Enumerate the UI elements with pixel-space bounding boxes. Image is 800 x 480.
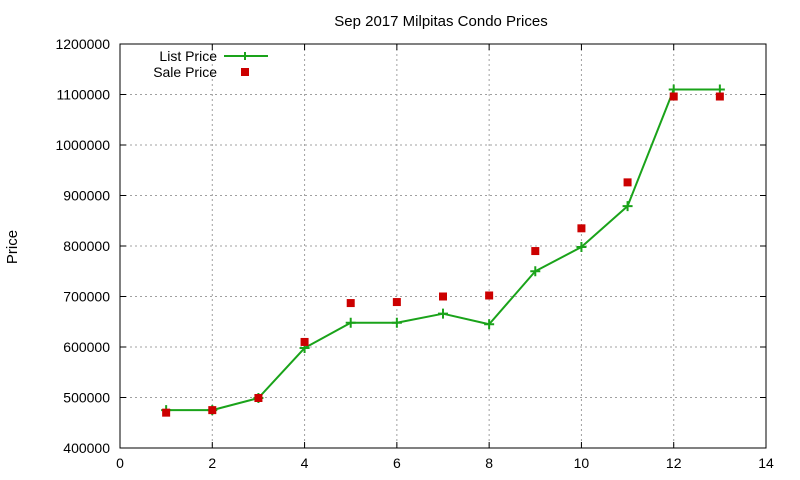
- x-tick-label: 10: [574, 455, 590, 471]
- y-tick-label: 1200000: [55, 36, 110, 52]
- sale-price-point: [715, 92, 724, 101]
- x-tick-label: 6: [393, 455, 401, 471]
- sale-price-point: [346, 299, 355, 308]
- list-price-point: [576, 242, 587, 253]
- y-axis-label: Price: [4, 230, 21, 264]
- x-tick-label: 12: [666, 455, 682, 471]
- y-tick-label: 500000: [63, 390, 110, 406]
- list-price-line: [166, 88, 720, 412]
- legend-marker-list-price: [241, 52, 249, 60]
- list-price-point: [484, 319, 495, 330]
- legend-marker-sale-price: [241, 68, 249, 76]
- sale-price-point: [254, 394, 263, 403]
- sale-price-point: [485, 291, 494, 300]
- y-tick-label: 1000000: [55, 137, 110, 153]
- x-tick-label: 0: [116, 455, 124, 471]
- y-tick-label: 700000: [63, 289, 110, 305]
- list-price-point: [345, 317, 356, 328]
- list-price-point: [530, 266, 541, 277]
- x-tick-label: 8: [485, 455, 493, 471]
- axis-ticks: 400000 500000 600000 700000 800000 900000 1000…: [55, 36, 774, 471]
- list-price-point: [622, 201, 633, 212]
- list-price-point: [391, 317, 402, 328]
- sale-price-point: [300, 337, 309, 346]
- sale-price-point: [577, 224, 586, 233]
- grid-lines: [120, 44, 766, 448]
- list-price-point: [438, 308, 448, 319]
- y-tick-label: 400000: [63, 440, 110, 456]
- sale-price-point: [669, 92, 678, 101]
- y-tick-label: 900000: [63, 188, 110, 204]
- chart-title: Sep 2017 Milpitas Condo Prices: [334, 13, 547, 30]
- sale-price-point: [623, 178, 632, 187]
- plot-frame: [119, 43, 767, 449]
- sale-price-point: [531, 247, 540, 256]
- sale-price-point: [439, 292, 447, 301]
- sale-price-point: [392, 298, 401, 307]
- y-tick-label: 600000: [63, 339, 110, 355]
- y-tick-label: 800000: [63, 238, 110, 254]
- x-tick-label: 2: [208, 455, 216, 471]
- legend-label-list-price: List Price: [159, 48, 217, 64]
- y-tick-label: 1100000: [57, 87, 111, 103]
- sale-price-point: [162, 408, 171, 417]
- x-tick-label: 14: [758, 455, 774, 471]
- legend: List Price Sale Price: [153, 48, 268, 80]
- legend-label-sale-price: Sale Price: [153, 64, 217, 80]
- series-layer: [161, 84, 725, 417]
- x-tick-label: 4: [301, 455, 309, 471]
- sale-price-point: [208, 406, 217, 415]
